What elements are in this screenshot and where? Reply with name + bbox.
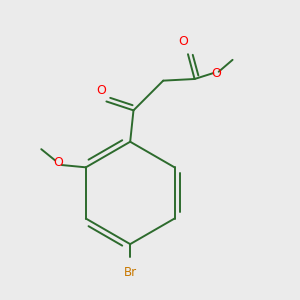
Text: Br: Br	[124, 266, 137, 279]
Text: O: O	[211, 67, 221, 80]
Text: O: O	[178, 34, 188, 48]
Text: O: O	[96, 83, 106, 97]
Text: O: O	[53, 156, 63, 169]
